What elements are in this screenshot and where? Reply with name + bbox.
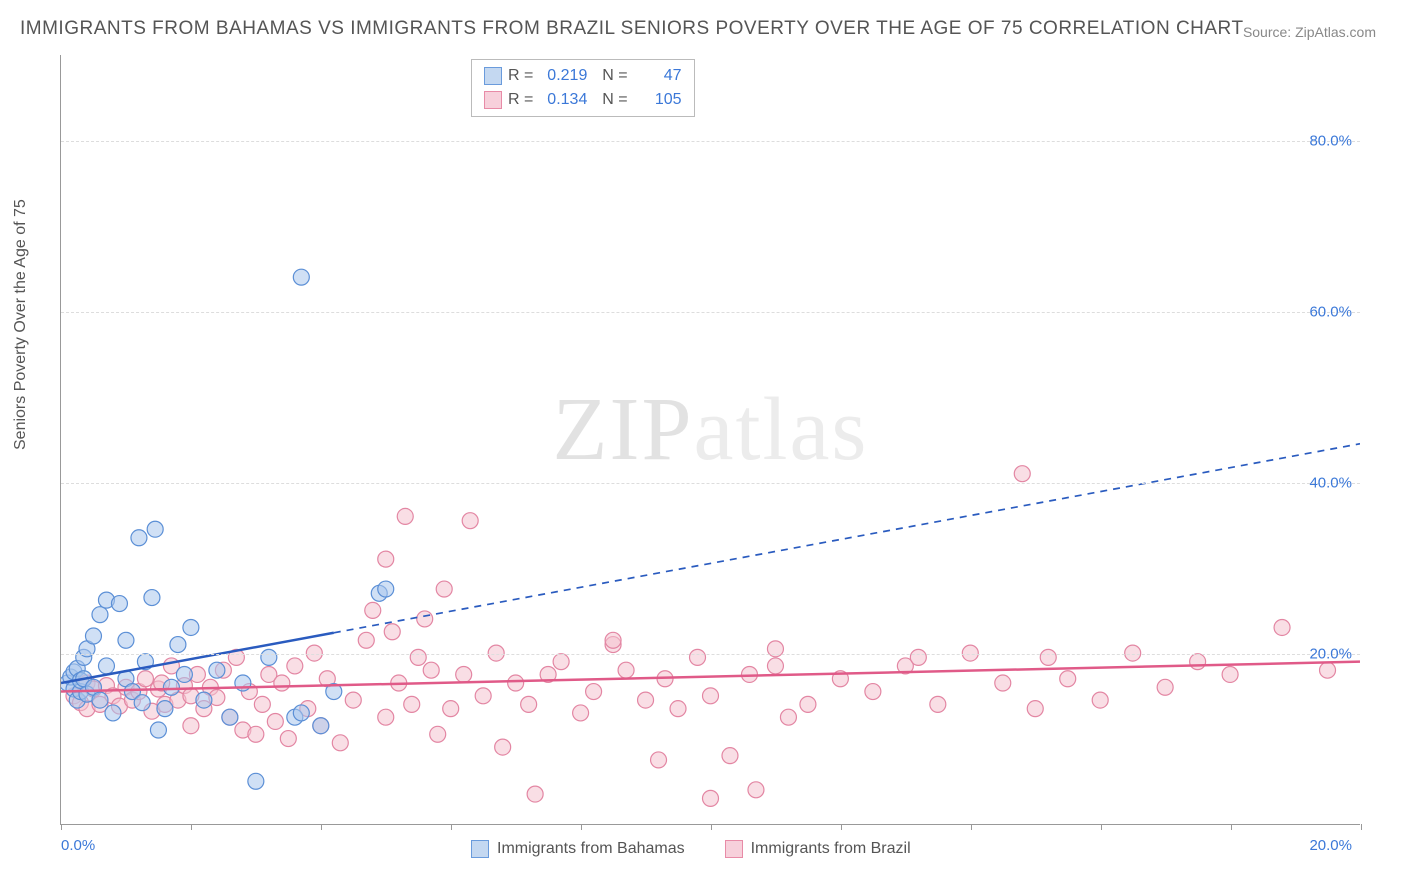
watermark: ZIPatlas: [553, 378, 869, 481]
stat-label: R =: [508, 64, 533, 88]
x-tick: [191, 824, 192, 830]
source-attribution: Source: ZipAtlas.com: [1243, 24, 1376, 40]
r-value-bahamas: 0.219: [539, 64, 587, 88]
n-value-bahamas: 47: [634, 64, 682, 88]
x-tick: [451, 824, 452, 830]
stat-label: N =: [593, 88, 627, 112]
x-tick: [1231, 824, 1232, 830]
y-tick-label: 40.0%: [1309, 474, 1352, 491]
n-value-brazil: 105: [634, 88, 682, 112]
stats-legend-box: R = 0.219 N = 47 R = 0.134 N = 105: [471, 59, 695, 117]
bottom-legend: Immigrants from Bahamas Immigrants from …: [471, 840, 911, 858]
plot-area: ZIPatlas R = 0.219 N = 47 R = 0.134 N = …: [60, 55, 1360, 825]
y-axis-label: Seniors Poverty Over the Age of 75: [12, 199, 30, 450]
y-tick-label: 20.0%: [1309, 645, 1352, 662]
swatch-bahamas-icon: [471, 840, 489, 858]
x-tick-label-max: 20.0%: [1309, 837, 1352, 854]
r-value-brazil: 0.134: [539, 88, 587, 112]
chart-svg: [61, 55, 1360, 824]
legend-item-bahamas: Immigrants from Bahamas: [471, 840, 685, 858]
x-tick: [581, 824, 582, 830]
stat-label: R =: [508, 88, 533, 112]
stats-row-brazil: R = 0.134 N = 105: [484, 88, 682, 112]
chart-title: IMMIGRANTS FROM BAHAMAS VS IMMIGRANTS FR…: [20, 18, 1244, 40]
x-tick: [971, 824, 972, 830]
legend-item-brazil: Immigrants from Brazil: [725, 840, 911, 858]
x-tick-label-min: 0.0%: [61, 837, 95, 854]
legend-label: Immigrants from Bahamas: [497, 840, 685, 858]
stats-row-bahamas: R = 0.219 N = 47: [484, 64, 682, 88]
swatch-brazil-icon: [484, 91, 502, 109]
x-tick: [711, 824, 712, 830]
x-tick: [841, 824, 842, 830]
grid-line: [61, 141, 1360, 142]
swatch-bahamas-icon: [484, 67, 502, 85]
grid-line: [61, 483, 1360, 484]
grid-line: [61, 312, 1360, 313]
x-tick: [1101, 824, 1102, 830]
x-tick: [1361, 824, 1362, 830]
stat-label: N =: [593, 64, 627, 88]
legend-label: Immigrants from Brazil: [751, 840, 911, 858]
y-tick-label: 60.0%: [1309, 303, 1352, 320]
x-tick: [61, 824, 62, 830]
grid-line: [61, 654, 1360, 655]
swatch-brazil-icon: [725, 840, 743, 858]
x-tick: [321, 824, 322, 830]
y-tick-label: 80.0%: [1309, 132, 1352, 149]
